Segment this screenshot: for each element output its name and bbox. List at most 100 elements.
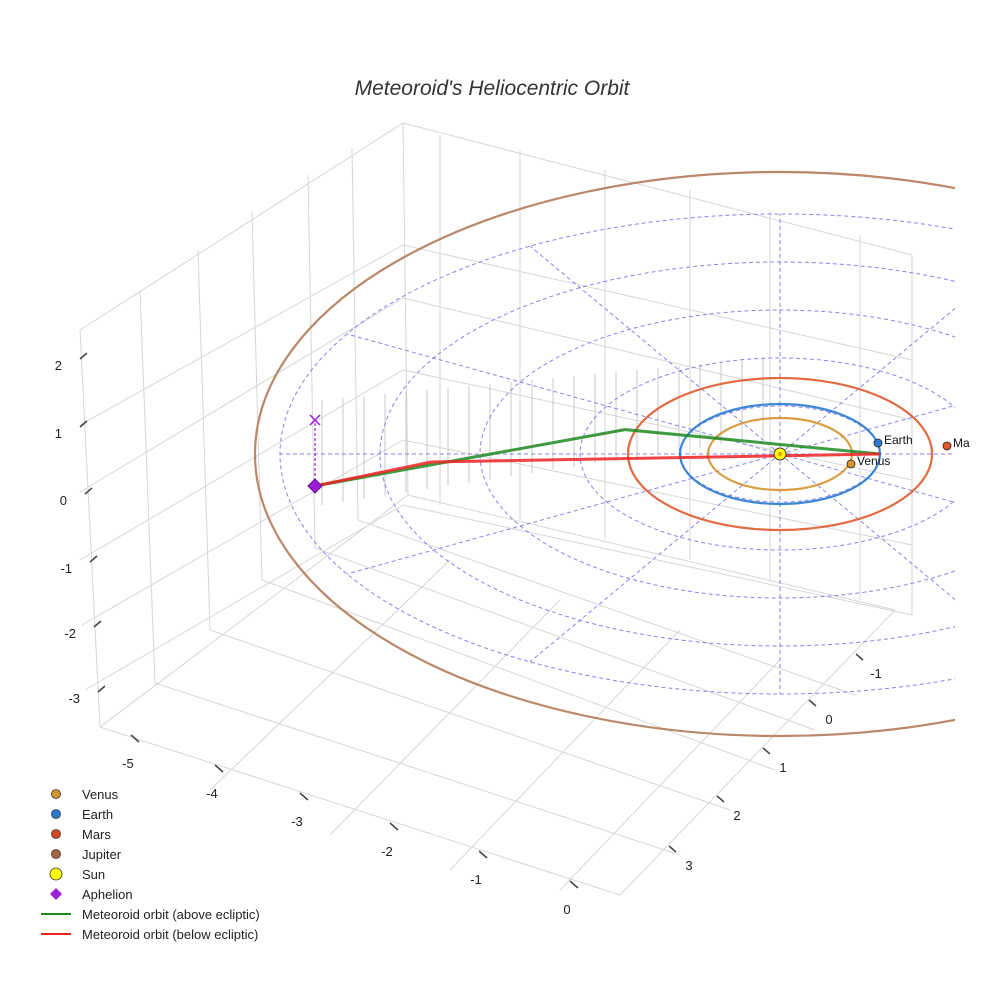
z-tick-mark: [97, 685, 106, 693]
legend-label: Aphelion: [82, 887, 133, 902]
planet-marker-venus: [846, 459, 856, 469]
legend-item: Venus: [51, 787, 119, 802]
x-tick-label: -2: [381, 844, 393, 859]
grid-line: [79, 369, 913, 561]
y-tick-label: 2: [733, 808, 740, 823]
orbit-mars: [626, 376, 934, 532]
grid-line: [559, 659, 781, 891]
x-tick-mark: [569, 880, 579, 889]
grid-line: [407, 494, 896, 611]
y-tick-mark: [716, 795, 725, 803]
chart-title: Meteoroid's Heliocentric Orbit: [355, 77, 631, 100]
grid-line: [351, 147, 359, 521]
ecliptic-spoke: [779, 453, 955, 504]
legend-label: Meteoroid orbit (below ecliptic): [82, 927, 258, 942]
grid-line: [81, 439, 913, 626]
planet-label-venus: Venus: [857, 454, 890, 468]
legend-marker: [49, 867, 63, 881]
grid-line: [314, 547, 816, 731]
x-tick-mark: [214, 764, 224, 773]
grid-line: [79, 244, 913, 426]
x-tick-mark: [299, 792, 309, 801]
planet-labels: Venus Earth Ma: [857, 433, 970, 468]
y-tick-mark: [668, 845, 677, 853]
x-tick-label: 0: [563, 902, 570, 917]
grid-line: [261, 579, 776, 771]
legend-marker: [50, 888, 62, 900]
grid-line: [197, 249, 211, 631]
grid-line: [79, 122, 913, 331]
legend-label: Mars: [82, 827, 111, 842]
y-tick-label: 3: [685, 858, 692, 873]
legend-label: Meteoroid orbit (above ecliptic): [82, 907, 260, 922]
y-tick-mark: [762, 747, 771, 755]
y-tick-label: 0: [825, 712, 832, 727]
grid-line: [99, 726, 621, 896]
drop-lines: [321, 358, 764, 505]
z-tick-label: 0: [60, 493, 67, 508]
x-tick-mark: [130, 734, 140, 743]
y-tick-label: 1: [779, 760, 786, 775]
legend-item: Earth: [51, 807, 113, 822]
legend-label: Sun: [82, 867, 105, 882]
legend-item: Mars: [51, 827, 111, 842]
legend: Venus Earth Mars Jupiter Sun Aphelion Meteoroi…: [41, 787, 260, 942]
legend-label: Earth: [82, 807, 113, 822]
z-tick-mark: [89, 555, 98, 563]
ecliptic-spoke: [346, 453, 781, 575]
grid-line: [84, 504, 913, 691]
grid-line: [251, 211, 263, 581]
legend-item: Meteoroid orbit (below ecliptic): [41, 927, 258, 942]
x-tick-label: -1: [470, 872, 482, 887]
x-tick-label: -5: [122, 756, 134, 771]
ecliptic-spoke: [529, 453, 781, 663]
grid-line: [449, 629, 681, 871]
legend-label: Venus: [82, 787, 119, 802]
z-tick-label: -1: [60, 561, 72, 576]
orbit-jupiter: [254, 170, 955, 738]
grid-line: [139, 289, 156, 684]
grid-line: [99, 494, 409, 728]
axis-grid: [79, 122, 913, 896]
grid-line: [209, 629, 731, 811]
grid-line: [329, 599, 561, 836]
planet-label-mars: Ma: [953, 436, 970, 450]
sun-core: [777, 451, 783, 457]
planet-marker-earth: [873, 438, 883, 448]
planet-label-earth: Earth: [884, 433, 913, 447]
z-tick-label: -2: [64, 626, 76, 641]
legend-marker: [51, 849, 61, 859]
series-line-1: [314, 452, 881, 488]
grid-line: [79, 329, 101, 728]
legend-item: Sun: [49, 867, 105, 882]
z-tick-label: -3: [68, 691, 80, 706]
y-tick-label: -1: [870, 666, 882, 681]
ecliptic-spoke: [779, 307, 955, 455]
legend-item: Jupiter: [51, 847, 122, 862]
legend-marker: [51, 829, 61, 839]
z-tick-label: 1: [55, 426, 62, 441]
axis-ticks: 2 1 0 -1 -2 -3 -5 -4 -3 -2 -1 0 -1 0 1 2 3: [55, 352, 882, 917]
x-tick-label: -4: [206, 786, 218, 801]
legend-item: Meteoroid orbit (above ecliptic): [41, 907, 260, 922]
grid-line: [209, 559, 451, 791]
planet-marker-mars: [942, 441, 952, 451]
z-tick-label: 2: [55, 358, 62, 373]
legend-label: Jupiter: [82, 847, 122, 862]
series-line-0: [314, 428, 881, 488]
z-tick-mark: [84, 487, 93, 495]
grid-line: [154, 682, 681, 856]
legend-item: Aphelion: [50, 887, 133, 902]
plot-area: [254, 170, 955, 738]
x-tick-label: -3: [291, 814, 303, 829]
grid-line: [357, 519, 856, 696]
z-tick-mark: [79, 420, 88, 428]
ecliptic-spoke: [779, 453, 955, 601]
aphelion-marker: [307, 478, 323, 494]
aphelion-projection-marker: [309, 414, 321, 426]
legend-marker: [51, 809, 61, 819]
ecliptic-spoke: [529, 245, 781, 455]
z-tick-mark: [79, 352, 88, 360]
y-tick-mark: [855, 653, 864, 661]
